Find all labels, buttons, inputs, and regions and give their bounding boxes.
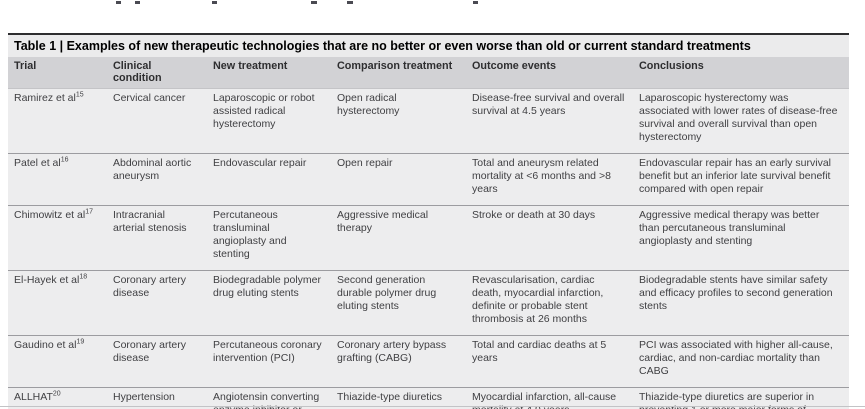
text-fragment <box>135 1 140 4</box>
text-fragment <box>347 1 353 4</box>
cell-clinical-condition: Abdominal aortic aneurysm <box>107 153 207 206</box>
cell-comparison-treatment: Coronary artery bypass grafting (CABG) <box>331 335 466 388</box>
text-fragment <box>311 1 317 4</box>
trial-name: Patel et al <box>14 157 61 170</box>
cell-trial: Gaudino et al19 <box>8 335 107 388</box>
cell-comparison-treatment: Second generation durable polymer drug e… <box>331 270 466 336</box>
cell-comparison-treatment: Open repair <box>331 153 466 206</box>
cell-new-treatment: Endovascular repair <box>207 153 331 206</box>
citation-ref: 18 <box>79 273 88 281</box>
text-fragment <box>212 1 217 4</box>
clipped-text-fragments <box>0 0 865 5</box>
citation-ref: 15 <box>75 91 84 99</box>
trial-name: Chimowitz et al <box>14 209 86 222</box>
cell-clinical-condition: Coronary artery disease <box>107 270 207 336</box>
cell-comparison-treatment: Thiazide-type diuretics <box>331 387 466 409</box>
cell-conclusions: Aggressive medical therapy was better th… <box>633 205 849 271</box>
table-row: Ramirez et al15 Cervical cancer Laparosc… <box>8 87 849 154</box>
cell-new-treatment: Percutaneous coronary intervention (PCI) <box>207 335 331 388</box>
cell-conclusions: PCI was associated with higher all-cause… <box>633 335 849 388</box>
cell-outcome-events: Total and cardiac deaths at 5 years <box>466 335 633 388</box>
citation-ref: 19 <box>76 338 85 346</box>
cell-trial: ALLHAT20 <box>8 387 107 409</box>
table-title: Table 1 | Examples of new therapeutic te… <box>8 35 849 57</box>
trial-name: Ramirez et al <box>14 92 76 104</box>
cell-outcome-events: Revascularisation, cardiac death, myocar… <box>466 270 633 336</box>
header-row: Trial Clinical condition New treatment C… <box>8 57 849 89</box>
table-body: Ramirez et al15 Cervical cancer Laparosc… <box>8 87 849 409</box>
cell-comparison-treatment: Open radical hysterectomy <box>331 87 466 154</box>
cell-trial: Chimowitz et al17 <box>8 205 107 271</box>
cell-conclusions: Biodegradable stents have similar safety… <box>633 270 849 336</box>
cell-new-treatment: Laparoscopic or robot assisted radical h… <box>207 87 331 154</box>
table-row: ALLHAT20 Hypertension Angiotensin conver… <box>8 387 849 409</box>
table-row: Chimowitz et al17 Intracranial arterial … <box>8 205 849 271</box>
citation-ref: 20 <box>52 390 61 398</box>
column-header-trial: Trial <box>8 57 107 89</box>
trial-name: Gaudino et al <box>14 339 77 352</box>
text-fragment <box>116 1 121 4</box>
column-header-conclusions: Conclusions <box>633 57 849 89</box>
table-header: Trial Clinical condition New treatment C… <box>8 57 849 89</box>
cell-new-treatment: Percutaneous transluminal angioplasty an… <box>207 205 331 271</box>
therapeutic-technologies-table: Table 1 | Examples of new therapeutic te… <box>8 33 849 409</box>
cell-trial: Patel et al16 <box>8 153 107 206</box>
cell-clinical-condition: Cervical cancer <box>107 87 207 154</box>
cell-conclusions: Laparoscopic hysterectomy was associated… <box>633 87 849 154</box>
text-fragment <box>473 1 478 4</box>
cell-outcome-events: Total and aneurysm related mortality at … <box>466 153 633 206</box>
citation-ref: 16 <box>60 156 69 164</box>
cell-trial: Ramirez et al15 <box>8 87 107 154</box>
cell-comparison-treatment: Aggressive medical therapy <box>331 205 466 271</box>
cell-clinical-condition: Intracranial arterial stenosis <box>107 205 207 271</box>
cell-outcome-events: Myocardial infarction, all-cause mortali… <box>466 387 633 409</box>
trial-name: El-Hayek et al <box>14 274 80 287</box>
cell-new-treatment: Biodegradable polymer drug eluting stent… <box>207 270 331 336</box>
cell-outcome-events: Stroke or death at 30 days <box>466 205 633 271</box>
page-divider <box>0 406 865 407</box>
table-row: Patel et al16 Abdominal aortic aneurysm … <box>8 153 849 206</box>
cell-conclusions: Endovascular repair has an early surviva… <box>633 153 849 206</box>
column-header-outcome-events: Outcome events <box>466 57 633 89</box>
column-header-clinical-condition: Clinical condition <box>107 57 207 89</box>
citation-ref: 17 <box>85 208 93 216</box>
cell-clinical-condition: Hypertension <box>107 387 207 409</box>
table-row: El-Hayek et al18 Coronary artery disease… <box>8 270 849 336</box>
cell-trial: El-Hayek et al18 <box>8 270 107 336</box>
cell-clinical-condition: Coronary artery disease <box>107 335 207 388</box>
column-header-comparison-treatment: Comparison treatment <box>331 57 466 89</box>
table-row: Gaudino et al19 Coronary artery disease … <box>8 335 849 388</box>
trial-name: ALLHAT <box>14 391 53 404</box>
column-header-new-treatment: New treatment <box>207 57 331 89</box>
cell-outcome-events: Disease-free survival and overall surviv… <box>466 87 633 154</box>
data-table: Trial Clinical condition New treatment C… <box>8 57 849 409</box>
